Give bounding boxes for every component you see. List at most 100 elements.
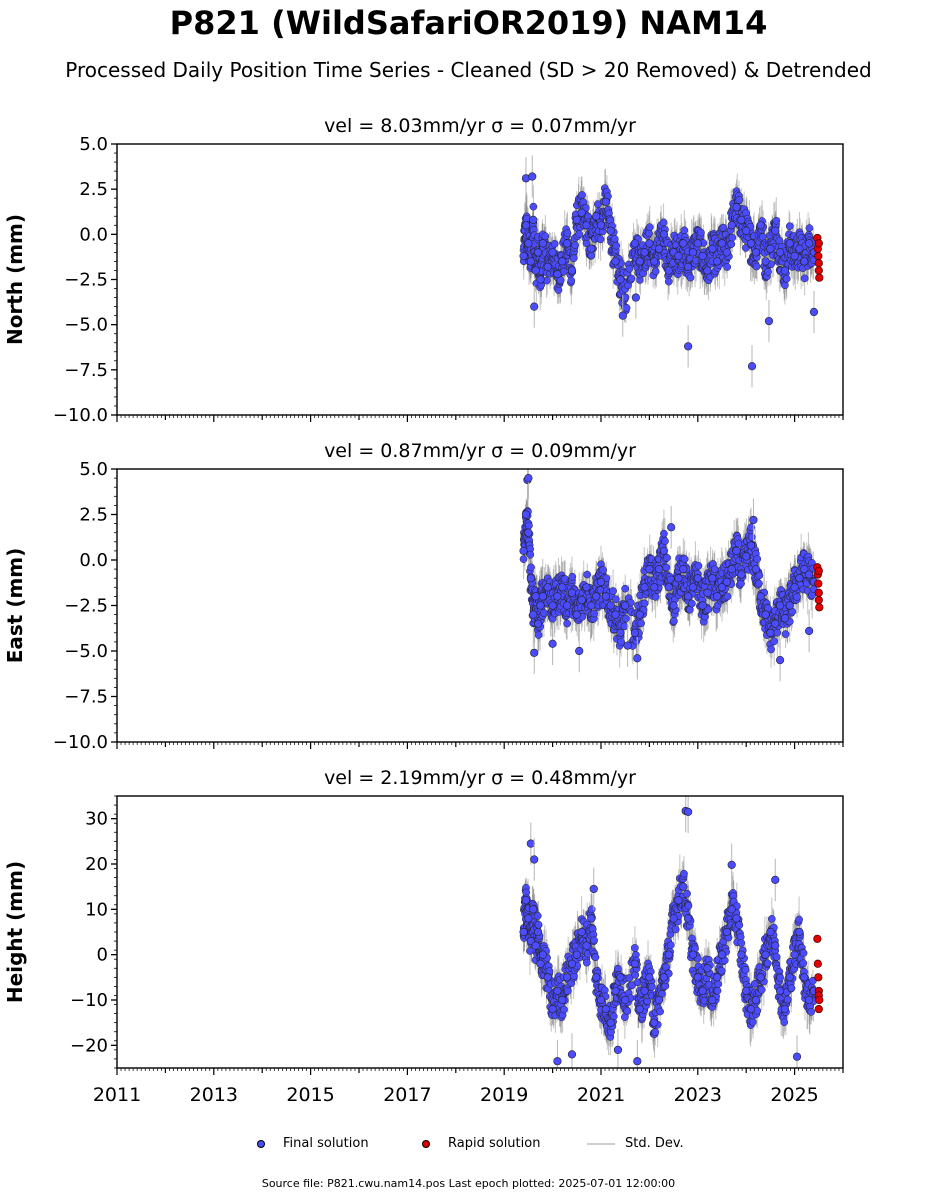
y-tick-label: −7.5 [64, 687, 108, 708]
final-solution-point [596, 221, 606, 230]
panel-title: vel = 8.03mm/yr σ = 0.07mm/yr [324, 115, 636, 137]
final-solution-point [795, 244, 804, 253]
final-solution-outlier [684, 342, 693, 351]
final-solution-outlier [809, 307, 819, 317]
y-tick-label: 5.0 [79, 459, 108, 480]
axes-frame [116, 468, 844, 743]
final-solution-point [752, 262, 761, 271]
y-tick-label: 0.0 [79, 550, 108, 571]
y-tick-label: 0 [97, 945, 108, 966]
final-solution-point [563, 619, 571, 628]
y-tick-label: −10.0 [53, 732, 108, 753]
rapid-solution-point [814, 595, 823, 605]
final-solution-point [781, 630, 790, 638]
final-solution-point [534, 631, 543, 639]
final-solution-point [640, 599, 649, 608]
x-tick-label: 2017 [383, 1084, 431, 1106]
final-solution-point [630, 628, 639, 637]
final-solution-point [645, 239, 654, 248]
y-tick-label: 5.0 [79, 134, 108, 155]
final-solution-point [650, 583, 659, 592]
final-solution-point [785, 601, 794, 610]
final-solution-point [664, 266, 673, 275]
final-solution-point [612, 595, 620, 604]
final-solution-point [582, 221, 591, 230]
final-solution-point [583, 570, 592, 579]
final-solution-point [727, 240, 736, 248]
final-solution-outlier [775, 655, 785, 665]
x-tick-label: 2025 [770, 1084, 818, 1106]
final-solution-point [521, 510, 531, 519]
final-solution-point [616, 275, 625, 284]
final-solution-point [737, 215, 746, 224]
final-solution-point [686, 273, 695, 282]
final-solution-point [568, 572, 577, 581]
final-solution-point [621, 601, 630, 610]
final-solution-point [782, 274, 791, 283]
final-solution-point [536, 275, 545, 284]
final-solution-point [722, 248, 731, 257]
y-tick-label: 10 [85, 899, 108, 920]
final-solution-point [688, 248, 698, 257]
final-solution-point [609, 587, 617, 595]
y-tick-label: −10 [70, 990, 108, 1011]
rapid-solution-point [814, 588, 823, 597]
final-solution-point [766, 244, 775, 253]
final-solution-point [654, 564, 664, 574]
y-tick-label: −10.0 [53, 405, 108, 426]
final-solution-point [553, 269, 562, 279]
final-solution-point [529, 202, 538, 211]
final-solution-point [679, 564, 688, 574]
final-solution-point [773, 628, 782, 637]
final-solution-point [640, 583, 649, 592]
final-solution-point [543, 583, 552, 592]
final-solution-point [800, 564, 809, 574]
final-solution-point [732, 546, 741, 556]
panel-title: vel = 2.19mm/yr σ = 0.48mm/yr [324, 767, 636, 789]
final-solution-point [590, 609, 598, 618]
panel-2: vel = 0.87mm/yr σ = 0.09mm/yr East (mm) 5.… [3, 440, 844, 753]
final-solution-point [684, 262, 693, 271]
final-solution-point [761, 610, 770, 619]
final-solution-point [664, 277, 673, 286]
final-solution-point [567, 266, 577, 275]
final-solution-point [524, 528, 533, 537]
final-solution-point [558, 257, 567, 266]
final-solution-point [519, 251, 528, 261]
final-solution-point [805, 224, 814, 232]
rapid-solution-point [814, 566, 823, 576]
rapid-solution-point [814, 266, 823, 275]
final-solution-point [650, 257, 659, 266]
final-solution-point [747, 533, 756, 541]
final-solution-outlier [618, 311, 627, 320]
rapid-solution-point [814, 259, 823, 268]
final-solution-point [563, 229, 572, 238]
final-solution-point [599, 566, 607, 574]
final-solution-point [723, 263, 732, 271]
final-solution-point [780, 614, 790, 623]
final-solution-point [703, 588, 712, 597]
final-solution-point [747, 523, 755, 532]
y-axis-label: North (mm) [3, 214, 27, 345]
final-solution-outlier [747, 362, 757, 371]
final-solution-outlier [528, 172, 537, 181]
final-solution-point [531, 266, 540, 275]
final-solution-point [587, 251, 596, 260]
final-solution-point [569, 254, 578, 263]
final-solution-point [601, 197, 610, 206]
y-tick-label: 20 [85, 854, 108, 875]
final-solution-point [635, 257, 644, 266]
final-solution-outlier [575, 646, 584, 656]
final-solution-point [775, 601, 785, 610]
final-solution-point [717, 239, 727, 248]
y-axis-label: Height (mm) [3, 861, 27, 1003]
final-solution-point [519, 555, 528, 563]
x-tick-label: 2021 [577, 1084, 625, 1106]
final-solution-point [587, 244, 596, 253]
y-tick-label: −2.5 [64, 270, 108, 291]
final-solution-point [563, 239, 572, 248]
final-solution-point [723, 592, 732, 601]
x-tick-label: 2023 [674, 1084, 722, 1106]
x-tick-label: 2019 [480, 1084, 528, 1106]
final-solution-point [617, 638, 625, 646]
